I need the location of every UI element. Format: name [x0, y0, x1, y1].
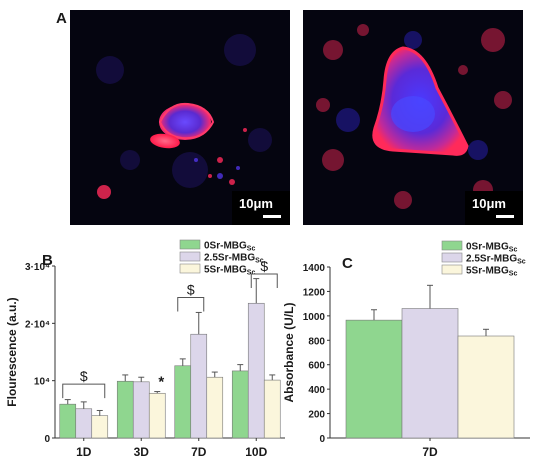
scale-label: 10μm: [472, 196, 506, 211]
bar-5Sr-MBG-1D: [91, 415, 109, 439]
x-tick-label-1D: 1D: [76, 445, 92, 459]
annotation-1d-bracket: [62, 383, 106, 399]
y-tick-label-3: 600: [308, 361, 325, 372]
y-tick-label-4: 800: [308, 336, 325, 347]
y-tick-label-2: 400: [308, 385, 325, 396]
annotation-3d-symbol: *: [158, 373, 164, 390]
legend-label-2: 5Sr-MBGSc: [466, 266, 517, 278]
bar-0Sr-MBG-7D: [174, 365, 192, 439]
legend-swatch-1: [179, 251, 201, 262]
micrograph-right-image: [303, 10, 523, 225]
bar-0Sr-MBG-10D: [231, 370, 249, 439]
y-tick-label-1: 10⁴: [34, 377, 50, 388]
bar-0Sr-MBG-1D: [59, 403, 77, 439]
micrograph-right: 10μm: [303, 10, 523, 225]
legend-label-1: 2.5Sr-MBGSc: [466, 254, 526, 266]
scale-bar-box: 10μm: [465, 191, 523, 225]
y-axis-label: Flourescence (a.u.): [5, 297, 19, 406]
y-tick-label-0: 0: [44, 434, 50, 445]
bar-5Sr-MBG-10D: [263, 379, 281, 439]
x-tick-label-3D: 3D: [134, 445, 150, 459]
bar-5Sr-MBG-3D: [148, 392, 166, 439]
annotation-10d-bracket: [250, 273, 278, 289]
legend-label-1: 2.5Sr-MBGSc: [204, 253, 264, 265]
legend-label-0: 0Sr-MBGSc: [204, 241, 255, 253]
y-tick-label-2: 2·10⁴: [25, 319, 50, 330]
annotation-7d-bracket: [177, 297, 205, 312]
y-tick-label-6: 1200: [303, 287, 326, 298]
bar-2.5Sr-MBG-3D: [132, 381, 150, 439]
legend-label-2: 5Sr-MBGSc: [204, 265, 255, 277]
bar-0Sr-MBG-3D: [116, 380, 134, 439]
annotation-1d-symbol: $: [80, 368, 88, 384]
y-axis-label: Absorbance (U/L): [282, 302, 296, 402]
scale-label: 10μm: [239, 196, 273, 211]
bar-2.5Sr-MBG-7D: [190, 333, 208, 439]
legend-swatch-2: [441, 264, 463, 275]
legend-label-0: 0Sr-MBGSc: [466, 242, 517, 254]
bar-5Sr-MBG-7D: [457, 335, 515, 439]
micrograph-left-image: [70, 10, 290, 225]
panel-label-c: C: [342, 255, 353, 272]
bar-5Sr-MBG-7D: [206, 376, 224, 439]
bar-2.5Sr-MBG-1D: [75, 408, 93, 439]
y-tick-label-3: 3·10⁴: [25, 262, 50, 273]
micrograph-left: 10μm: [70, 10, 290, 225]
y-tick-label-0: 0: [319, 434, 325, 445]
x-tick-label-10D: 10D: [245, 445, 267, 459]
legend-swatch-2: [179, 263, 201, 274]
annotation-10d-symbol: $: [260, 258, 268, 274]
y-tick-label-5: 1000: [303, 312, 326, 323]
scale-bar: [263, 215, 281, 218]
bar-2.5Sr-MBG-7D: [401, 308, 459, 439]
scale-bar-box: 10μm: [232, 191, 290, 225]
panel-label-b: B: [42, 252, 53, 269]
x-tick-label-7D: 7D: [422, 445, 438, 459]
legend-swatch-0: [441, 240, 463, 251]
y-tick-label-7: 1400: [303, 263, 326, 274]
annotation-7d-symbol: $: [187, 282, 195, 298]
bar-2.5Sr-MBG-10D: [247, 302, 265, 439]
x-tick-label-7D: 7D: [191, 445, 207, 459]
scale-bar: [496, 215, 514, 218]
panel-label-a: A: [56, 10, 67, 27]
legend-swatch-1: [441, 252, 463, 263]
y-tick-label-1: 200: [308, 410, 325, 421]
legend-swatch-0: [179, 239, 201, 250]
bar-0Sr-MBG-7D: [345, 319, 403, 439]
